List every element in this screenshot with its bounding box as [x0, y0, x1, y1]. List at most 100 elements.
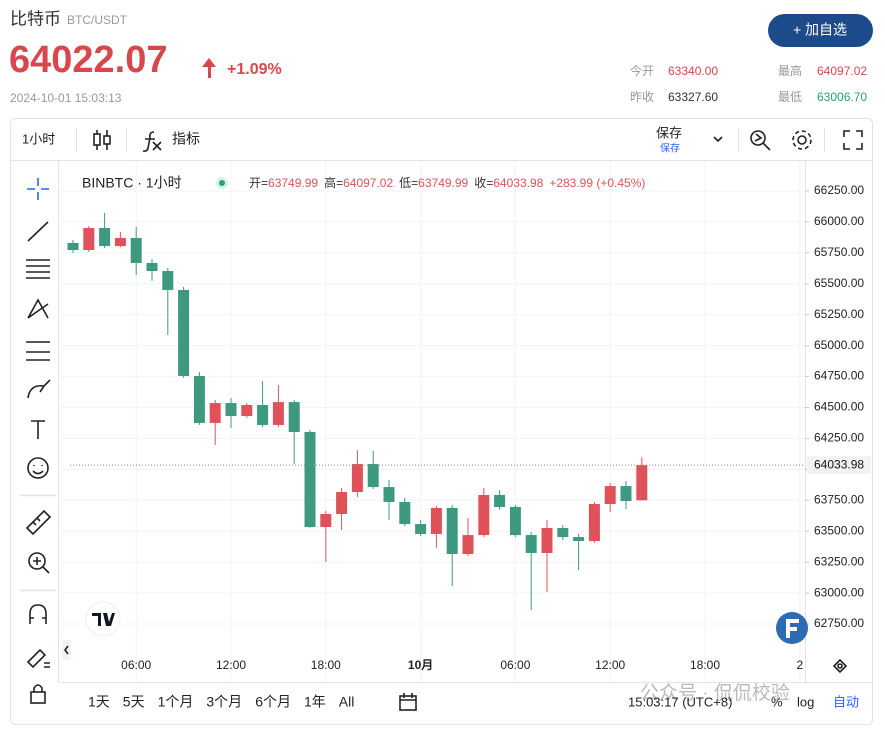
- save-dropdown[interactable]: [713, 136, 723, 143]
- x-tick-label: 06:00: [500, 658, 530, 672]
- candle-body: [288, 402, 300, 432]
- candle-body: [383, 487, 395, 503]
- range-button[interactable]: 5天: [123, 694, 145, 710]
- settings-icon[interactable]: [792, 130, 812, 150]
- drawing-tools: [20, 178, 56, 704]
- candle-body: [67, 242, 79, 250]
- candle-body: [114, 237, 126, 247]
- candle-body: [225, 403, 237, 417]
- legend-change: +283.99 (+0.45%): [549, 176, 645, 190]
- fullscreen-icon[interactable]: [843, 130, 863, 150]
- candle-body: [636, 465, 648, 501]
- candle-style-icon[interactable]: [93, 130, 111, 150]
- last-price-box: [807, 456, 871, 475]
- auto-toggle[interactable]: 自动: [833, 694, 859, 709]
- emoji-face: [32, 465, 44, 475]
- stat-value: 63327.60: [668, 90, 718, 104]
- price-change: +1.09%: [227, 61, 282, 78]
- legend-value: 63749.99: [268, 176, 318, 190]
- legend-key: 高=: [324, 175, 343, 190]
- candle-body: [209, 403, 221, 423]
- indicators-button[interactable]: 指标: [172, 131, 200, 147]
- fib-tool[interactable]: [26, 341, 50, 361]
- legend-value: 63749.99: [418, 176, 468, 190]
- legend-key: 低=: [399, 176, 418, 190]
- indicator-icon[interactable]: [142, 131, 162, 152]
- y-tick-label: 64500.00: [814, 400, 864, 414]
- date-range-icon[interactable]: [399, 693, 417, 711]
- stat-value: 63340.00: [668, 64, 718, 78]
- legend-key: 开=: [249, 176, 268, 190]
- axis-settings-icon[interactable]: [832, 658, 848, 674]
- pattern-tool[interactable]: [27, 298, 49, 319]
- candle-body: [494, 494, 506, 507]
- zoom-tool[interactable]: [28, 552, 46, 570]
- zoom-plus: [33, 557, 50, 574]
- y-tick-label: 62750.00: [814, 616, 864, 630]
- lock-draw-tool[interactable]: [26, 648, 50, 669]
- log-toggle[interactable]: log: [797, 694, 814, 709]
- y-tick-label: 64750.00: [814, 369, 864, 383]
- watch-button-bg[interactable]: [768, 14, 873, 47]
- candle-body: [573, 537, 585, 541]
- collapse-tab[interactable]: [62, 640, 71, 660]
- lines-tool[interactable]: [26, 259, 50, 279]
- legend-key: 收=: [474, 176, 493, 190]
- candle-body: [99, 227, 111, 247]
- y-tick-label: 63750.00: [814, 492, 864, 506]
- status-dot: [219, 180, 225, 186]
- line-tool[interactable]: [27, 221, 49, 242]
- x-tick-label: 18:00: [311, 658, 341, 672]
- candle-body: [241, 405, 253, 417]
- range-button[interactable]: 1年: [304, 694, 326, 710]
- tv-logo[interactable]: [85, 601, 121, 637]
- clock: 15:03:17 (UTC+8): [628, 694, 732, 709]
- range-button[interactable]: 1个月: [158, 694, 194, 710]
- candle-body: [178, 289, 190, 376]
- chart-panel: [10, 118, 873, 725]
- interval-button[interactable]: 1小时: [22, 131, 55, 146]
- watch-button-label[interactable]: + 加自选: [793, 22, 847, 38]
- y-tick-label: 64250.00: [814, 431, 864, 445]
- range-button[interactable]: 6个月: [255, 694, 291, 710]
- watch-button[interactable]: + 加自选: [768, 14, 873, 47]
- coin-name: 比特币: [10, 9, 61, 28]
- collapse-arrow: [64, 645, 69, 655]
- x-tick-label: 06:00: [121, 658, 151, 672]
- f-logo: [776, 612, 808, 644]
- alert-icon[interactable]: [750, 130, 771, 151]
- lock-tool[interactable]: [30, 691, 46, 704]
- brush-tool[interactable]: [27, 379, 51, 399]
- y-tick-label: 65750.00: [814, 245, 864, 259]
- candle-body: [399, 502, 411, 525]
- price: 64022.07: [9, 39, 168, 81]
- candle-body: [162, 271, 174, 290]
- x-tick-label: 12:00: [595, 658, 625, 672]
- ruler-tool[interactable]: [25, 509, 52, 536]
- y-tick-label: 63000.00: [814, 585, 864, 599]
- range-button[interactable]: 1天: [88, 694, 110, 710]
- range-button[interactable]: All: [339, 694, 355, 710]
- ohlc-legend: 开= 63749.99 高= 64097.02 低= 63749.99 收= 64033.98…: [249, 175, 645, 190]
- percent-toggle[interactable]: %: [771, 694, 783, 709]
- candle-body: [446, 507, 458, 554]
- range-button[interactable]: 3个月: [206, 694, 242, 710]
- watermark: 公众号 · 侃侃校验: [640, 682, 790, 704]
- tv-logo-bg: [85, 601, 121, 637]
- candle-body: [415, 524, 427, 534]
- plot: [67, 213, 805, 611]
- text-tool[interactable]: [31, 420, 45, 439]
- candle-body: [557, 528, 569, 538]
- magnet-tool[interactable]: [29, 604, 47, 624]
- emoji-tool[interactable]: [27, 457, 49, 479]
- timestamp: 2024-10-01 15:03:13: [10, 91, 122, 105]
- crosshair-tool[interactable]: [27, 178, 49, 200]
- tv-logo-mark: [92, 613, 115, 626]
- last-price-label: 64033.98: [814, 457, 864, 471]
- save-sub: 保存: [660, 142, 680, 155]
- legend-value: 64097.02: [343, 176, 393, 190]
- save-button[interactable]: 保存: [656, 125, 682, 140]
- symbol-label: BINBTC · 1小时: [82, 175, 182, 191]
- stat-label: 最低: [778, 90, 802, 104]
- coin-pair: BTC/USDT: [67, 13, 128, 27]
